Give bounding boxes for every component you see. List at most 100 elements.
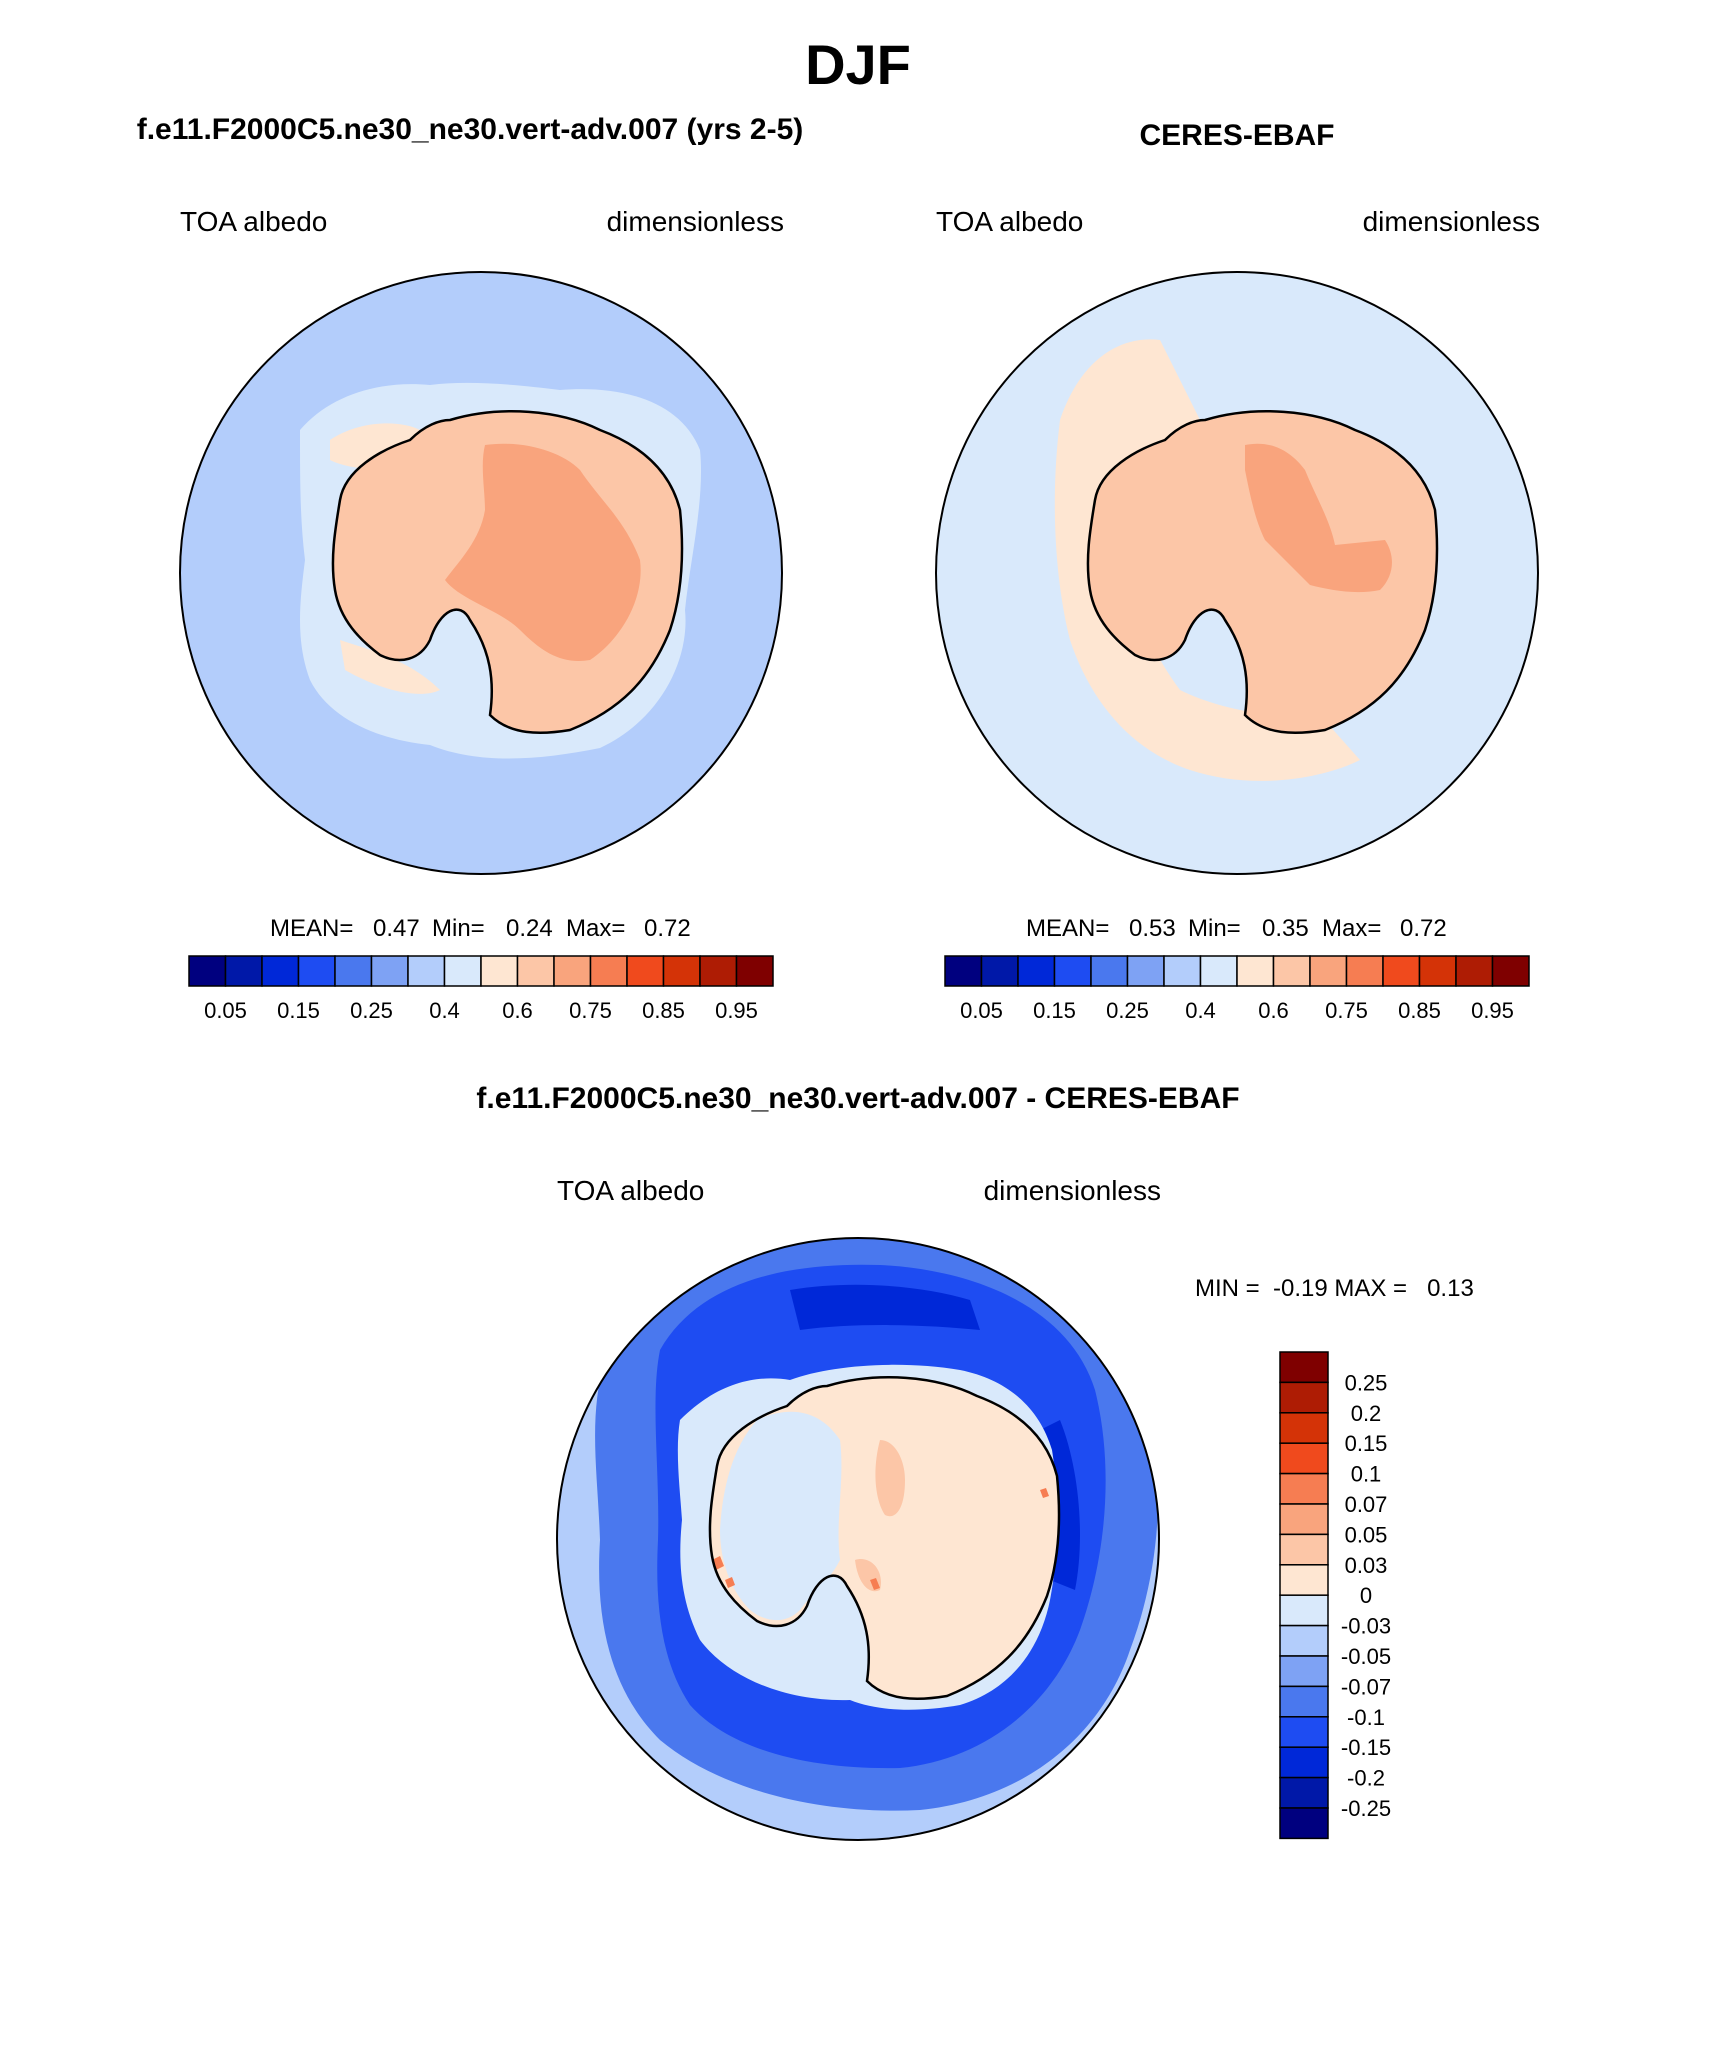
diff-colorbar-box-8 bbox=[1279, 1594, 1329, 1627]
right-map-sea-ice-band bbox=[1054, 339, 1360, 781]
left-variable-label: TOA albedo bbox=[180, 206, 327, 237]
diff-colorbar-label: -0.25 bbox=[1341, 1796, 1391, 1821]
left-max-value: 0.72 bbox=[644, 915, 691, 942]
diff-colorbar-box-15 bbox=[1279, 1807, 1329, 1840]
diff-panel: f.e11.F2000C5.ne30_ne30.vert-adv.007 - C… bbox=[476, 1082, 1474, 1841]
left-colorbar-box-0 bbox=[188, 955, 227, 987]
diff-colorbar-box-13 bbox=[1279, 1746, 1329, 1779]
right-colorbar-label: 0.4 bbox=[1185, 998, 1216, 1023]
right-colorbar-label: 0.85 bbox=[1398, 998, 1441, 1023]
right-min-value: 0.35 bbox=[1262, 915, 1309, 942]
right-map-plateau bbox=[1245, 443, 1392, 593]
figure-title: DJF bbox=[805, 33, 911, 96]
left-colorbar-box-10 bbox=[553, 955, 592, 987]
diff-colorbar-box-14 bbox=[1279, 1776, 1329, 1809]
left-colorbar-box-12 bbox=[626, 955, 665, 987]
right-panel: CERES-EBAF TOA albedo dimensionless MEAN… bbox=[935, 119, 1540, 1023]
diff-colorbar-box-2 bbox=[1279, 1412, 1329, 1444]
diff-colorbar-label: 0.07 bbox=[1345, 1492, 1388, 1517]
right-colorbar-box-7 bbox=[1199, 955, 1238, 987]
left-colorbar-box-9 bbox=[516, 955, 555, 987]
right-colorbar-label: 0.95 bbox=[1471, 998, 1514, 1023]
left-colorbar-box-15 bbox=[735, 955, 774, 987]
right-colorbar-label: 0.25 bbox=[1106, 998, 1149, 1023]
diff-colorbar-box-7 bbox=[1279, 1564, 1329, 1596]
right-colorbar-box-14 bbox=[1455, 955, 1494, 987]
left-colorbar-label: 0.15 bbox=[277, 998, 320, 1023]
right-colorbar-box-13 bbox=[1418, 955, 1457, 987]
right-max-label: Max= bbox=[1322, 915, 1381, 942]
left-colorbar-label: 0.25 bbox=[350, 998, 393, 1023]
right-colorbar-box-3 bbox=[1053, 955, 1092, 987]
left-colorbar-box-4 bbox=[334, 955, 373, 987]
right-map bbox=[936, 272, 1538, 874]
diff-colorbar-label: 0.2 bbox=[1351, 1401, 1382, 1426]
diff-colorbar-label: -0.07 bbox=[1341, 1674, 1391, 1699]
right-colorbar-box-8 bbox=[1236, 955, 1275, 987]
diff-map-west-antarctica bbox=[720, 1411, 842, 1621]
right-colorbar-box-1 bbox=[980, 955, 1019, 987]
left-colorbar-label: 0.4 bbox=[429, 998, 460, 1023]
left-colorbar-box-13 bbox=[662, 955, 701, 987]
left-map bbox=[180, 272, 782, 874]
diff-map-coastline bbox=[708, 1376, 1061, 1700]
left-mean-value: 0.47 bbox=[373, 915, 420, 942]
diff-minmax-label: MIN = -0.19 MAX = 0.13 bbox=[1195, 1275, 1474, 1302]
right-colorbar-box-9 bbox=[1272, 955, 1311, 987]
diff-map bbox=[557, 1238, 1159, 1840]
left-colorbar-label: 0.6 bbox=[502, 998, 533, 1023]
right-map-coastline bbox=[1086, 410, 1439, 734]
right-colorbar-box-2 bbox=[1017, 955, 1056, 987]
diff-colorbar-box-5 bbox=[1279, 1503, 1329, 1536]
diff-colorbar-box-1 bbox=[1279, 1381, 1329, 1414]
diff-map-positive-patch bbox=[855, 1440, 905, 1592]
left-map-coastline bbox=[331, 410, 684, 734]
diff-colorbar-box-4 bbox=[1279, 1472, 1329, 1505]
right-variable-label: TOA albedo bbox=[936, 206, 1083, 237]
left-colorbar-label: 0.75 bbox=[569, 998, 612, 1023]
left-stats: MEAN= 0.47 Min= 0.24 Max= 0.72 bbox=[270, 915, 691, 942]
diff-units-label: dimensionless bbox=[984, 1175, 1161, 1206]
diff-colorbar-label: -0.05 bbox=[1341, 1644, 1391, 1669]
right-max-value: 0.72 bbox=[1400, 915, 1447, 942]
right-mean-value: 0.53 bbox=[1129, 915, 1176, 942]
left-colorbar-label: 0.05 bbox=[204, 998, 247, 1023]
right-colorbar-box-12 bbox=[1382, 955, 1421, 987]
right-colorbar-box-15 bbox=[1491, 955, 1530, 987]
right-colorbar-box-0 bbox=[944, 955, 983, 987]
left-colorbar-box-14 bbox=[699, 955, 738, 987]
diff-colorbar-box-10 bbox=[1279, 1655, 1329, 1688]
left-colorbar-box-6 bbox=[407, 955, 446, 987]
left-colorbar-box-11 bbox=[589, 955, 628, 987]
right-colorbar-box-5 bbox=[1126, 955, 1165, 987]
diff-colorbar: 0.25 0.2 0.15 0.1 0.07 0.05 0.03 0 -0.03 -0.05 -0.… bbox=[1279, 1351, 1391, 1840]
left-colorbar-box-7 bbox=[443, 955, 482, 987]
left-panel: f.e11.F2000C5.ne30_ne30.vert-adv.007 (yr… bbox=[137, 113, 804, 1023]
diff-colorbar-box-3 bbox=[1279, 1442, 1329, 1475]
left-map-sea-ice-band bbox=[330, 423, 440, 694]
diff-colorbar-label: -0.15 bbox=[1341, 1735, 1391, 1760]
right-colorbar-label: 0.6 bbox=[1258, 998, 1289, 1023]
right-colorbar-box-6 bbox=[1163, 955, 1202, 987]
left-map-border bbox=[179, 271, 783, 875]
diff-colorbar-box-11 bbox=[1279, 1685, 1329, 1718]
right-colorbar-label: 0.05 bbox=[960, 998, 1003, 1023]
diff-colorbar-box-12 bbox=[1279, 1716, 1329, 1748]
diff-colorbar-box-9 bbox=[1279, 1624, 1329, 1657]
diff-colorbar-label: 0.1 bbox=[1351, 1462, 1382, 1487]
diff-colorbar-label: -0.2 bbox=[1347, 1766, 1385, 1791]
right-colorbar-box-4 bbox=[1090, 955, 1129, 987]
left-colorbar-box-1 bbox=[224, 955, 263, 987]
diff-variable-label: TOA albedo bbox=[557, 1175, 704, 1206]
right-units-label: dimensionless bbox=[1363, 206, 1540, 237]
diff-colorbar-label: 0 bbox=[1360, 1583, 1372, 1608]
left-panel-title: f.e11.F2000C5.ne30_ne30.vert-adv.007 (yr… bbox=[137, 113, 804, 146]
right-colorbar-label: 0.15 bbox=[1033, 998, 1076, 1023]
diff-colorbar-label: 0.05 bbox=[1345, 1522, 1388, 1547]
left-colorbar: 0.05 0.15 0.25 0.4 0.6 0.75 0.85 0.95 bbox=[188, 955, 774, 1023]
right-stats: MEAN= 0.53 Min= 0.35 Max= 0.72 bbox=[1026, 915, 1447, 942]
left-colorbar-box-8 bbox=[480, 955, 519, 987]
left-min-value: 0.24 bbox=[506, 915, 553, 942]
left-min-label: Min= bbox=[432, 915, 485, 942]
